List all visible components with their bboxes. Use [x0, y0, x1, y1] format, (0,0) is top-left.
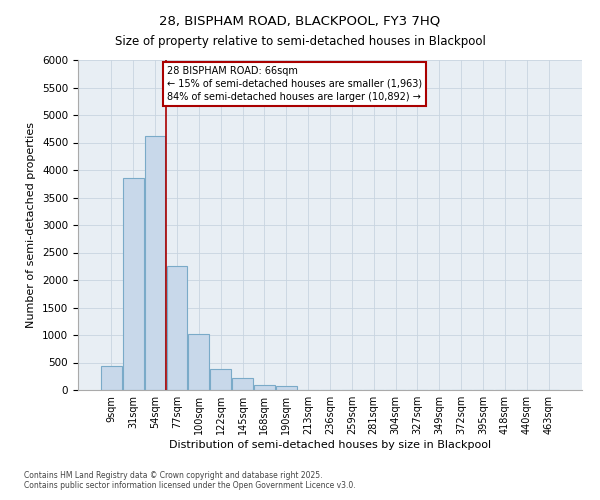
Bar: [101, 366, 122, 390]
Bar: [210, 368, 231, 390]
Bar: [254, 384, 275, 390]
Text: Contains HM Land Registry data © Crown copyright and database right 2025.
Contai: Contains HM Land Registry data © Crown c…: [24, 470, 356, 490]
Bar: [232, 378, 253, 390]
X-axis label: Distribution of semi-detached houses by size in Blackpool: Distribution of semi-detached houses by …: [169, 440, 491, 450]
Bar: [145, 136, 166, 390]
Y-axis label: Number of semi-detached properties: Number of semi-detached properties: [26, 122, 37, 328]
Bar: [188, 334, 209, 390]
Text: Size of property relative to semi-detached houses in Blackpool: Size of property relative to semi-detach…: [115, 35, 485, 48]
Bar: [167, 266, 187, 390]
Bar: [123, 178, 143, 390]
Text: 28, BISPHAM ROAD, BLACKPOOL, FY3 7HQ: 28, BISPHAM ROAD, BLACKPOOL, FY3 7HQ: [160, 15, 440, 28]
Text: 28 BISPHAM ROAD: 66sqm
← 15% of semi-detached houses are smaller (1,963)
84% of : 28 BISPHAM ROAD: 66sqm ← 15% of semi-det…: [167, 66, 422, 102]
Bar: [276, 386, 296, 390]
